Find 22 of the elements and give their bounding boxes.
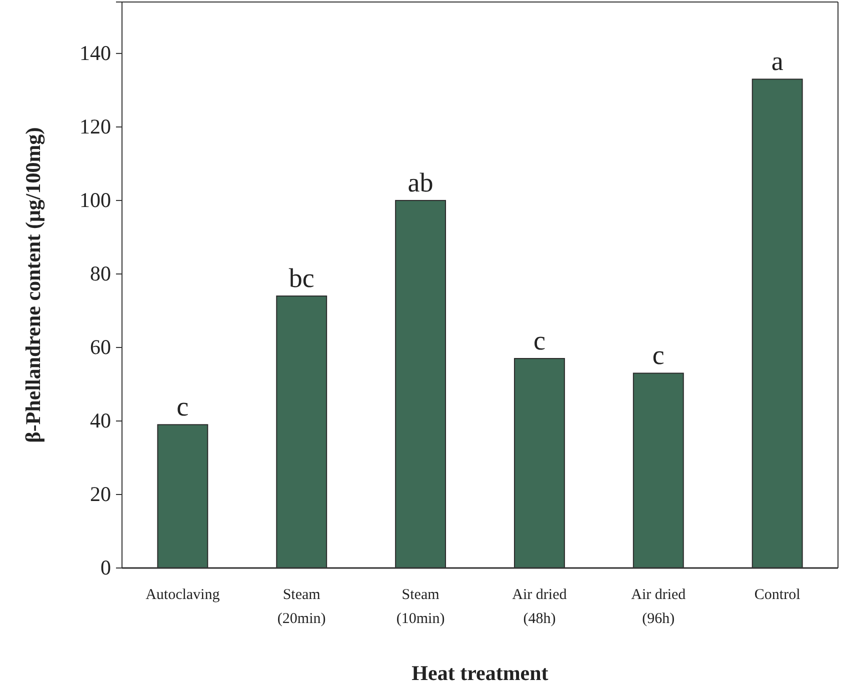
x-tick-label: Steam (10min) bbox=[396, 587, 445, 627]
annotation: c bbox=[533, 326, 546, 356]
annotation: bc bbox=[288, 263, 314, 294]
x-axis-title: Heat treatment bbox=[412, 661, 548, 685]
x-tick-label: Steam (20min) bbox=[277, 587, 326, 627]
x-tick-label: Air dried (48h) bbox=[512, 587, 568, 627]
x-tick-label: Air dried (96h) bbox=[631, 587, 686, 627]
annotation: c bbox=[652, 340, 664, 370]
annotation: ab bbox=[408, 167, 434, 198]
y-tick-label: 0 bbox=[100, 556, 111, 580]
annotation: a bbox=[771, 46, 784, 76]
y-tick-label: 40 bbox=[90, 408, 111, 433]
y-tick-label: 140 bbox=[80, 41, 111, 66]
y-tick-label: 120 bbox=[80, 114, 111, 139]
y-tick-label: 60 bbox=[90, 335, 111, 360]
x-tick-label: Control bbox=[754, 587, 800, 603]
y-axis-title: β-Phellandrene content (μg/100mg) bbox=[21, 127, 45, 443]
x-tick-label: Autoclaving bbox=[146, 587, 220, 603]
y-tick-label: 80 bbox=[90, 262, 111, 286]
y-tick-label: 100 bbox=[80, 188, 111, 212]
y-tick-label: 20 bbox=[90, 482, 111, 506]
annotation: c bbox=[176, 392, 189, 422]
